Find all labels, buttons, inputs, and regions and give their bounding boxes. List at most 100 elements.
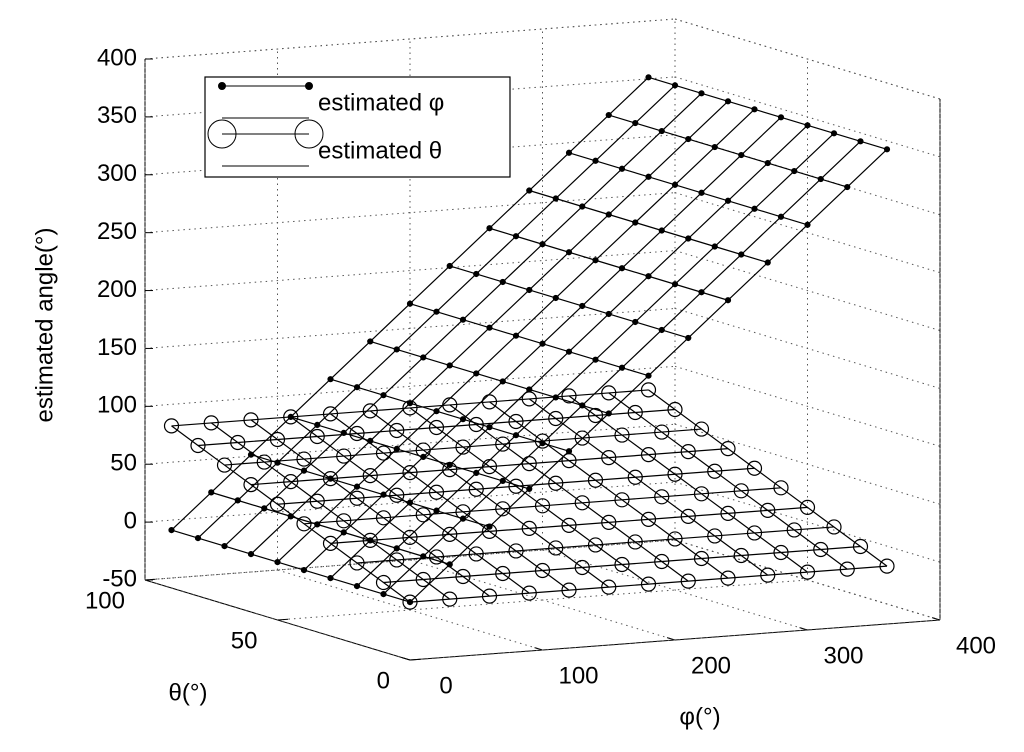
circle-marker bbox=[640, 511, 657, 527]
circle-marker bbox=[614, 556, 630, 573]
circle-marker bbox=[521, 520, 537, 536]
x-tick-label: 100 bbox=[558, 662, 598, 689]
dot-marker bbox=[605, 211, 612, 218]
circle-marker bbox=[481, 523, 498, 539]
circle-marker bbox=[415, 442, 431, 458]
dot-marker bbox=[777, 114, 785, 121]
dot-marker bbox=[380, 591, 387, 598]
circle-marker bbox=[720, 505, 736, 521]
circle-marker bbox=[773, 544, 789, 561]
mesh-line bbox=[568, 395, 808, 573]
grid-line bbox=[144, 365, 676, 407]
circle-marker bbox=[309, 428, 325, 445]
circle-marker bbox=[587, 407, 604, 424]
dot-marker bbox=[711, 243, 718, 250]
dot-marker bbox=[446, 362, 453, 369]
grid-line bbox=[674, 481, 941, 563]
circle-marker bbox=[442, 591, 458, 607]
circle-marker bbox=[587, 537, 604, 553]
dot-marker bbox=[221, 543, 228, 550]
dot-marker bbox=[433, 408, 440, 415]
dot-marker bbox=[499, 278, 506, 286]
circle-marker bbox=[680, 573, 696, 589]
grid-line bbox=[674, 365, 941, 447]
circle-marker bbox=[336, 448, 352, 464]
mesh-line bbox=[489, 401, 729, 579]
z-tick-label: 100 bbox=[97, 392, 137, 419]
circle-marker bbox=[309, 493, 325, 509]
dot-marker bbox=[380, 392, 387, 399]
grid-line bbox=[409, 619, 941, 661]
circle-marker bbox=[680, 444, 696, 460]
circle-marker bbox=[680, 508, 696, 524]
grid-line bbox=[674, 18, 941, 100]
dot-marker bbox=[473, 370, 480, 377]
dot-marker bbox=[420, 354, 427, 361]
dot-marker bbox=[685, 334, 692, 342]
box-edge bbox=[144, 539, 676, 581]
dot-marker bbox=[645, 173, 652, 180]
dot-marker bbox=[645, 74, 652, 81]
mesh-line bbox=[171, 529, 411, 603]
mesh-line bbox=[409, 407, 649, 585]
circle-marker bbox=[415, 507, 431, 523]
circle-marker bbox=[389, 422, 405, 439]
circle-marker bbox=[760, 567, 776, 583]
circle-marker bbox=[508, 543, 524, 559]
mesh-line bbox=[330, 413, 570, 591]
legend-marker bbox=[294, 119, 324, 149]
dot-marker bbox=[565, 249, 573, 256]
circle-marker bbox=[375, 574, 392, 591]
circle-marker bbox=[349, 425, 365, 442]
circle-marker bbox=[296, 451, 312, 467]
dot-marker bbox=[353, 483, 361, 490]
circle-marker bbox=[389, 552, 405, 568]
dot-marker bbox=[526, 386, 533, 393]
dot-marker bbox=[473, 469, 480, 477]
dot-marker bbox=[300, 467, 308, 474]
dot-marker bbox=[724, 98, 732, 105]
dot-marker bbox=[857, 138, 864, 145]
dot-marker bbox=[367, 338, 374, 345]
circle-marker bbox=[283, 474, 299, 490]
z-tick-label: 200 bbox=[97, 276, 137, 303]
dot-marker bbox=[671, 281, 679, 288]
dot-marker bbox=[751, 205, 758, 212]
dot-marker bbox=[261, 505, 268, 512]
mesh-line bbox=[290, 416, 530, 594]
dot-marker bbox=[234, 497, 241, 504]
dot-marker bbox=[300, 567, 308, 574]
circle-marker bbox=[640, 382, 657, 398]
circle-marker bbox=[574, 559, 590, 576]
circle-marker bbox=[508, 413, 524, 430]
tick-mark bbox=[409, 658, 421, 661]
circle-marker bbox=[481, 459, 498, 475]
circle-marker bbox=[746, 460, 763, 476]
dot-marker bbox=[671, 82, 679, 89]
dot-marker bbox=[632, 318, 639, 326]
grid-line bbox=[144, 539, 676, 581]
dot-marker bbox=[539, 340, 546, 347]
dot-marker bbox=[711, 143, 718, 151]
circle-marker bbox=[442, 397, 458, 413]
dot-marker bbox=[526, 286, 533, 294]
circle-marker bbox=[203, 415, 219, 431]
grid-line bbox=[144, 18, 676, 60]
dot-marker bbox=[804, 221, 811, 228]
x-axis-label: φ(°) bbox=[679, 703, 720, 730]
circle-marker bbox=[163, 418, 180, 434]
circle-marker bbox=[521, 585, 537, 601]
dot-marker bbox=[685, 135, 692, 143]
circle-marker bbox=[601, 450, 617, 466]
grid-line bbox=[144, 250, 676, 292]
circle-marker bbox=[733, 483, 749, 499]
mesh-line bbox=[369, 410, 610, 588]
grid-line bbox=[144, 192, 676, 234]
circle-marker bbox=[495, 436, 511, 452]
circle-marker bbox=[773, 480, 789, 496]
circle-marker bbox=[693, 486, 710, 502]
circle-marker bbox=[786, 522, 802, 538]
dot-marker bbox=[618, 265, 626, 272]
dot-marker bbox=[658, 326, 665, 334]
grid-line bbox=[144, 423, 676, 465]
